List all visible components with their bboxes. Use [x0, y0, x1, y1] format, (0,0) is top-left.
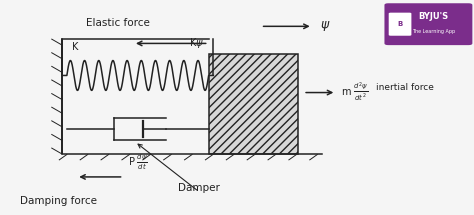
Text: BYJU'S: BYJU'S: [418, 12, 448, 21]
Text: $\psi$: $\psi$: [319, 19, 330, 33]
Text: Damping force: Damping force: [19, 196, 97, 206]
Text: K: K: [72, 42, 78, 52]
FancyBboxPatch shape: [389, 13, 411, 36]
Bar: [209, 54, 299, 155]
Text: Elastic force: Elastic force: [86, 18, 150, 28]
Text: Damper: Damper: [178, 183, 220, 193]
Text: B: B: [397, 21, 403, 27]
Text: P $\frac{d\psi}{dt}$: P $\frac{d\psi}{dt}$: [128, 152, 148, 172]
FancyBboxPatch shape: [384, 3, 473, 45]
Text: K$\psi$: K$\psi$: [189, 36, 204, 50]
Text: The Learning App: The Learning App: [411, 29, 455, 34]
Text: m $\frac{d^2\psi}{dt^2}$: m $\frac{d^2\psi}{dt^2}$: [341, 81, 368, 103]
Text: inertial force: inertial force: [376, 83, 434, 92]
